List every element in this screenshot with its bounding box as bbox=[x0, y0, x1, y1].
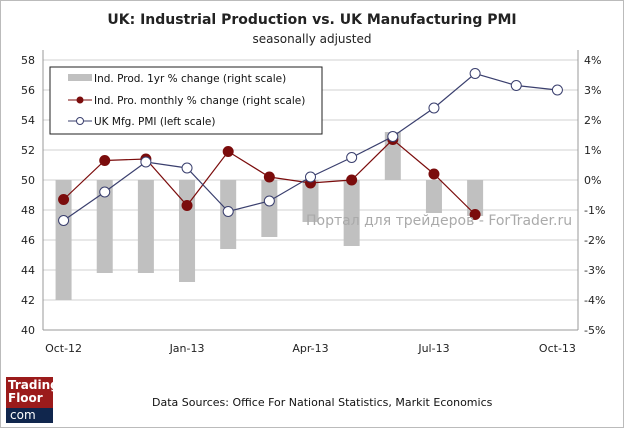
chart-subtitle: seasonally adjusted bbox=[252, 32, 372, 46]
right-tick-label: -3% bbox=[584, 264, 605, 277]
uk-mfg-pmi-point bbox=[99, 186, 111, 198]
bar-ind-prod-1yr bbox=[467, 180, 484, 216]
left-tick-label: 46 bbox=[21, 234, 35, 247]
right-tick-label: -1% bbox=[584, 204, 605, 217]
data-source: Data Sources: Office For National Statis… bbox=[152, 396, 493, 409]
legend-monthly-swatch-point bbox=[76, 96, 84, 104]
right-tick-label: 3% bbox=[584, 84, 601, 97]
uk-mfg-pmi-point bbox=[551, 84, 563, 96]
uk-mfg-pmi-point bbox=[346, 152, 358, 163]
bar-ind-prod-1yr bbox=[137, 180, 154, 273]
ind-pro-monthly-point bbox=[469, 209, 481, 220]
right-tick-label: -5% bbox=[584, 324, 605, 337]
chart-title: UK: Industrial Production vs. UK Manufac… bbox=[107, 12, 517, 28]
left-tick-label: 50 bbox=[21, 174, 35, 187]
legend-box bbox=[49, 66, 323, 135]
watermark: Портал для трейдеров - ForTrader.ru bbox=[306, 213, 573, 229]
x-tick-label: Jan-13 bbox=[169, 342, 205, 355]
x-tick-label: Oct-12 bbox=[45, 342, 82, 355]
uk-mfg-pmi-point bbox=[305, 171, 316, 183]
left-tick-label: 52 bbox=[21, 144, 35, 157]
x-tick-label: Jul-13 bbox=[417, 342, 449, 355]
uk-mfg-pmi-point bbox=[510, 80, 522, 91]
logo-line1: Trading bbox=[8, 378, 59, 392]
uk-mfg-pmi-point bbox=[263, 195, 275, 207]
uk-mfg-pmi-point bbox=[140, 156, 152, 168]
ind-pro-monthly-point bbox=[58, 194, 70, 205]
bar-ind-prod-1yr bbox=[96, 180, 113, 273]
uk-mfg-pmi-point bbox=[181, 162, 193, 174]
tradingfloor-logo: Trading Floor com bbox=[6, 377, 59, 423]
ind-pro-monthly-point bbox=[263, 171, 275, 183]
left-tick-label: 40 bbox=[21, 324, 35, 337]
bar-ind-prod-1yr bbox=[179, 180, 196, 282]
uk-mfg-pmi-point bbox=[428, 102, 440, 114]
left-tick-label: 56 bbox=[21, 84, 35, 97]
right-tick-label: 4% bbox=[584, 54, 601, 67]
uk-mfg-pmi-point bbox=[58, 215, 70, 226]
right-tick-label: -4% bbox=[584, 294, 605, 307]
legend-label: Ind. Prod. 1yr % change (right scale) bbox=[94, 73, 286, 85]
legend-pmi-swatch-point bbox=[76, 117, 84, 125]
bar-ind-prod-1yr bbox=[343, 180, 360, 246]
ind-pro-monthly-point bbox=[428, 168, 440, 180]
logo-line2: Floor bbox=[8, 391, 43, 405]
left-tick-label: 42 bbox=[21, 294, 35, 307]
right-tick-label: -2% bbox=[584, 234, 605, 247]
ind-pro-monthly-point bbox=[346, 174, 358, 186]
uk-mfg-pmi-point bbox=[222, 206, 234, 217]
bar-ind-prod-1yr bbox=[425, 180, 442, 213]
right-tick-label: 0% bbox=[584, 174, 601, 187]
ind-pro-monthly-point bbox=[181, 200, 193, 211]
ind-pro-monthly-point bbox=[99, 155, 111, 166]
left-tick-label: 48 bbox=[21, 204, 35, 217]
left-tick-label: 58 bbox=[21, 54, 35, 67]
uk-mfg-pmi-point bbox=[387, 131, 399, 142]
bar-ind-prod-1yr bbox=[302, 180, 319, 222]
left-tick-label: 54 bbox=[21, 114, 35, 127]
x-tick-label: Oct-13 bbox=[539, 342, 576, 355]
right-tick-label: 2% bbox=[584, 114, 601, 127]
right-tick-label: 1% bbox=[584, 144, 601, 157]
logo-line3: com bbox=[6, 408, 53, 423]
legend-label: UK Mfg. PMI (left scale) bbox=[94, 116, 215, 128]
left-tick-label: 44 bbox=[21, 264, 35, 277]
ind-pro-monthly-point bbox=[222, 146, 234, 157]
bar-ind-prod-1yr bbox=[55, 180, 72, 300]
bar-ind-prod-1yr bbox=[261, 180, 278, 237]
legend-bar-swatch bbox=[68, 74, 92, 81]
x-tick-label: Apr-13 bbox=[292, 342, 328, 355]
legend-label: Ind. Pro. monthly % change (right scale) bbox=[94, 95, 305, 107]
uk-mfg-pmi-point bbox=[469, 68, 481, 79]
